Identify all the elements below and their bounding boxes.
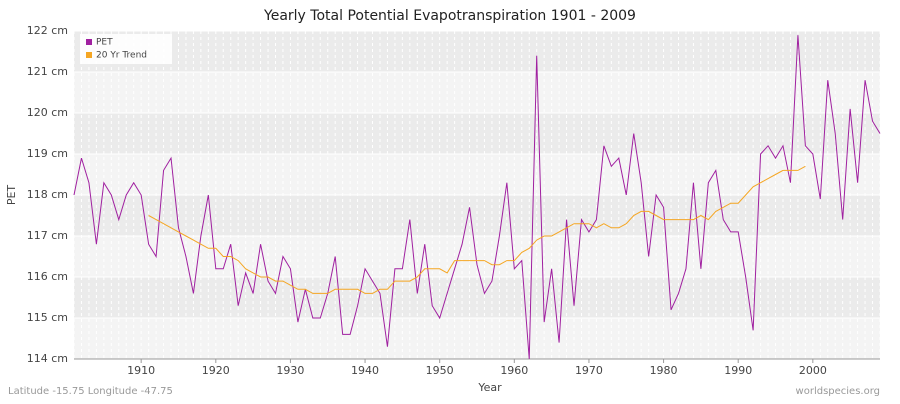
x-tick-label: 1990: [724, 364, 752, 377]
legend: PET 20 Yr Trend: [80, 34, 172, 64]
y-tick-label: 118 cm: [27, 188, 68, 201]
y-tick-label: 115 cm: [27, 311, 68, 324]
legend-label: PET: [96, 38, 113, 48]
legend-swatch: [86, 39, 92, 45]
chart-title: Yearly Total Potential Evapotranspiratio…: [263, 8, 636, 24]
legend-swatch: [86, 52, 92, 58]
x-tick-label: 1970: [575, 364, 603, 377]
x-tick-label: 1980: [650, 364, 678, 377]
legend-label: 20 Yr Trend: [96, 51, 147, 61]
footer-right: worldspecies.org: [796, 386, 880, 397]
y-tick-label: 121 cm: [27, 65, 68, 78]
y-tick-label: 122 cm: [27, 24, 68, 37]
x-tick-label: 1910: [127, 364, 155, 377]
y-tick-label: 114 cm: [27, 352, 68, 365]
series-line: [73, 35, 881, 360]
y-tick-label: 119 cm: [27, 147, 68, 160]
x-tick-label: 1960: [500, 364, 528, 377]
legend-box: [80, 34, 172, 64]
y-tick-label: 116 cm: [27, 270, 68, 283]
x-tick-label: 1920: [202, 364, 230, 377]
series-line: [148, 165, 806, 294]
x-tick-label: 1940: [351, 364, 379, 377]
y-tick-label: 117 cm: [27, 229, 68, 242]
x-tick-label: 1930: [276, 364, 304, 377]
y-axis-label: PET: [5, 185, 18, 206]
x-axis-label: Year: [477, 381, 502, 394]
x-tick-label: 1950: [426, 364, 454, 377]
x-tick-label: 2000: [799, 364, 827, 377]
footer-left: Latitude -15.75 Longitude -47.75: [8, 386, 173, 397]
y-tick-label: 120 cm: [27, 106, 68, 119]
